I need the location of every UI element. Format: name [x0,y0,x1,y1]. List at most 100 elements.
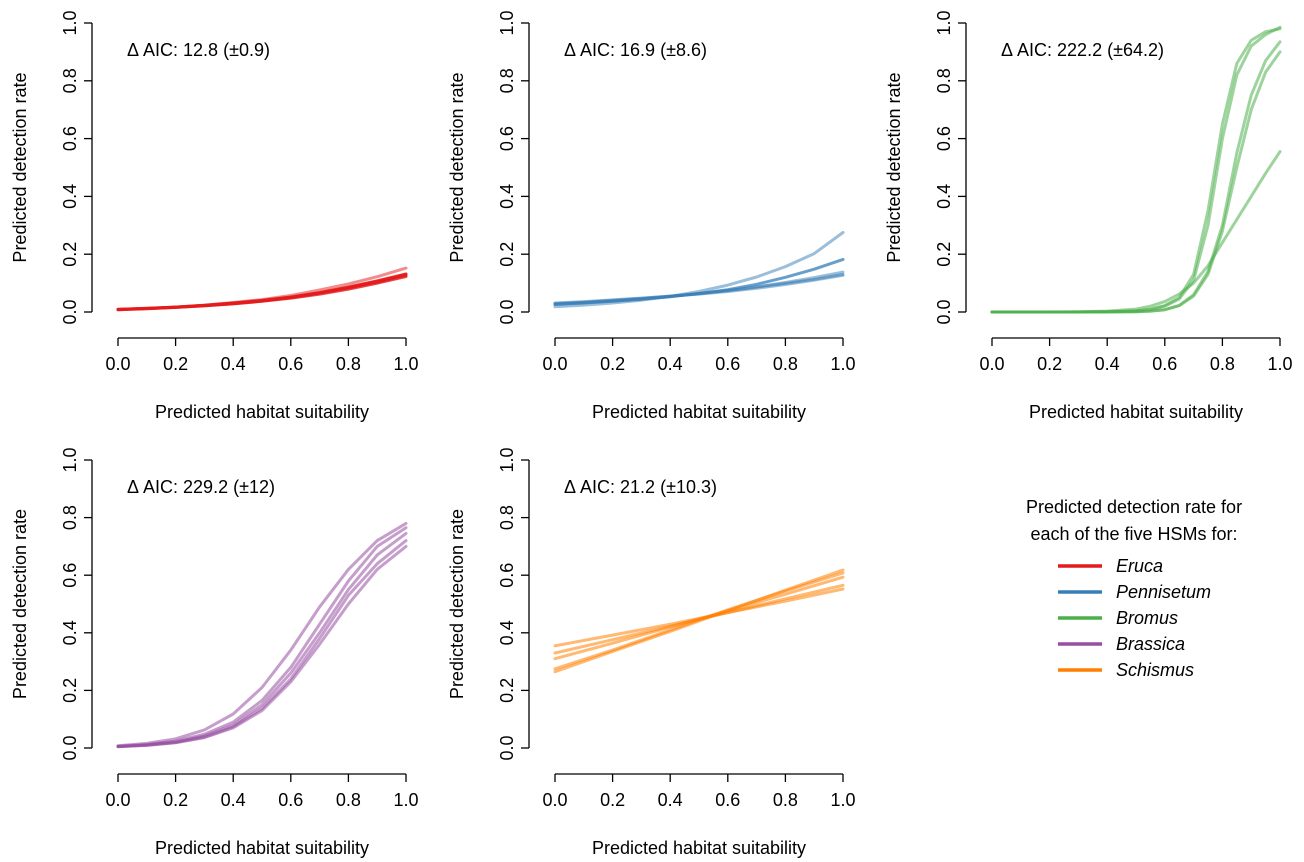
series-line-3 [990,40,1282,314]
series-line-5 [116,544,408,749]
series-line-1 [116,266,408,312]
legend-label-bromus: Bromus [1116,608,1178,628]
x-tick-label: 0.2 [600,790,625,810]
series-line-5 [116,272,408,311]
y-tick-label: 0.0 [60,735,80,760]
y-tick-label: 0.6 [497,126,517,151]
x-tick-label: 0.0 [105,790,130,810]
panel-pennisetum: 0.0 0.2 0.4 0.6 0.8 1.0 0.0 0.2 0.4 0.6 0.8 1.0 Pred… [447,10,856,422]
y-axis-title: Predicted detection rate [10,72,30,262]
x-tick-label: 0.6 [715,790,740,810]
legend: Predicted detection rate for each of the… [1026,497,1242,680]
series-line-5 [990,150,1282,314]
legend-title-line-1: Predicted detection rate for [1026,497,1242,517]
y-tick-label: 0.0 [497,299,517,324]
x-tick-label: 0.6 [1152,354,1177,374]
y-tick-label: 0.4 [60,184,80,209]
legend-label-brassica: Brassica [1116,634,1185,654]
legend-label-schismus: Schismus [1116,660,1194,680]
x-tick-label: 0.2 [163,790,188,810]
x-tick-label: 0.2 [1037,354,1062,374]
x-tick-label: 0.2 [600,354,625,374]
x-tick-label: 0.4 [658,354,683,374]
x-tick-label: 0.8 [336,790,361,810]
y-tick-label: 0.8 [497,505,517,530]
legend-title-line-2: each of the five HSMs for: [1030,524,1237,544]
y-tick-label: 0.4 [934,184,954,209]
y-tick-label: 0.2 [497,242,517,267]
x-tick-label: 0.4 [221,790,246,810]
x-tick-label: 0.8 [773,354,798,374]
series-line-5 [553,272,845,306]
y-tick-label: 0.6 [60,126,80,151]
y-tick-label: 0.0 [60,299,80,324]
y-tick-label: 0.2 [60,242,80,267]
y-axis-title: Predicted detection rate [884,72,904,262]
x-axis-title: Predicted habitat suitability [592,838,806,858]
series-line-1 [116,521,408,748]
delta-aic-annotation: Δ AIC: 12.8 (±0.9) [127,40,270,60]
x-tick-label: 0.0 [542,790,567,810]
x-tick-label: 0.6 [715,354,740,374]
x-tick-label: 0.0 [542,354,567,374]
x-axis-title: Predicted habitat suitability [592,402,806,422]
x-tick-label: 0.4 [658,790,683,810]
y-tick-label: 0.4 [497,620,517,645]
delta-aic-annotation: Δ AIC: 222.2 (±64.2) [1001,40,1164,60]
series-line-3 [553,575,845,661]
y-tick-label: 0.2 [60,678,80,703]
x-tick-label: 0.0 [105,354,130,374]
x-tick-label: 0.4 [1095,354,1120,374]
series-line-3 [553,270,845,306]
legend-label-pennisetum: Pennisetum [1116,582,1211,602]
y-tick-label: 0.0 [497,735,517,760]
panel-brassica: 0.0 0.2 0.4 0.6 0.8 1.0 0.0 0.2 0.4 0.6 0.8 1.0 Pred… [10,447,419,858]
chart-panels: 0.0 0.2 0.4 0.6 0.8 1.0 0.0 0.2 0.4 0.6 0.8 1.0 Pred… [10,10,1293,858]
y-tick-label: 1.0 [934,10,954,35]
x-tick-label: 0.6 [278,790,303,810]
x-axis-title: Predicted habitat suitability [155,838,369,858]
y-tick-label: 0.4 [497,184,517,209]
series-line-4 [990,50,1282,314]
legend-label-eruca: Eruca [1116,556,1163,576]
x-tick-label: 0.8 [336,354,361,374]
y-tick-label: 0.8 [934,68,954,93]
panel-schismus: 0.0 0.2 0.4 0.6 0.8 1.0 0.0 0.2 0.4 0.6 0.8 1.0 Pred… [447,447,856,858]
x-tick-label: 0.8 [1210,354,1235,374]
x-tick-label: 1.0 [830,790,855,810]
y-tick-label: 0.8 [60,505,80,530]
x-axis-title: Predicted habitat suitability [155,402,369,422]
y-tick-label: 0.6 [60,563,80,588]
y-tick-label: 1.0 [497,10,517,35]
y-tick-label: 1.0 [497,447,517,472]
x-tick-label: 0.2 [163,354,188,374]
delta-aic-annotation: Δ AIC: 16.9 (±8.6) [564,40,707,60]
y-tick-label: 1.0 [60,10,80,35]
panel-bromus: 0.0 0.2 0.4 0.6 0.8 1.0 0.0 0.2 0.4 0.6 0.8 1.0 Pred… [884,10,1293,422]
series-line-2 [116,526,408,748]
legend-entries: Eruca Pennisetum Bromus Brassica Schismus [1058,556,1211,680]
y-tick-label: 0.6 [497,563,517,588]
x-tick-label: 0.4 [221,354,246,374]
y-tick-label: 0.8 [60,68,80,93]
delta-aic-annotation: Δ AIC: 21.2 (±10.3) [564,477,717,497]
x-tick-label: 1.0 [1267,354,1292,374]
y-tick-label: 0.0 [934,299,954,324]
x-tick-label: 0.6 [278,354,303,374]
y-axis-title: Predicted detection rate [10,509,30,699]
series-line-5 [553,568,845,674]
x-tick-label: 1.0 [830,354,855,374]
y-tick-label: 0.6 [934,126,954,151]
y-tick-label: 1.0 [60,447,80,472]
x-tick-label: 1.0 [393,354,418,374]
y-tick-label: 0.4 [60,620,80,645]
y-tick-label: 0.2 [497,678,517,703]
series-line-1 [553,231,845,309]
delta-aic-annotation: Δ AIC: 229.2 (±12) [127,477,275,497]
x-tick-label: 1.0 [393,790,418,810]
x-tick-label: 0.0 [979,354,1004,374]
y-tick-label: 0.2 [934,242,954,267]
panel-eruca: 0.0 0.2 0.4 0.6 0.8 1.0 0.0 0.2 0.4 0.6 0.8 1.0 Pred… [10,10,419,422]
x-tick-label: 0.8 [773,790,798,810]
